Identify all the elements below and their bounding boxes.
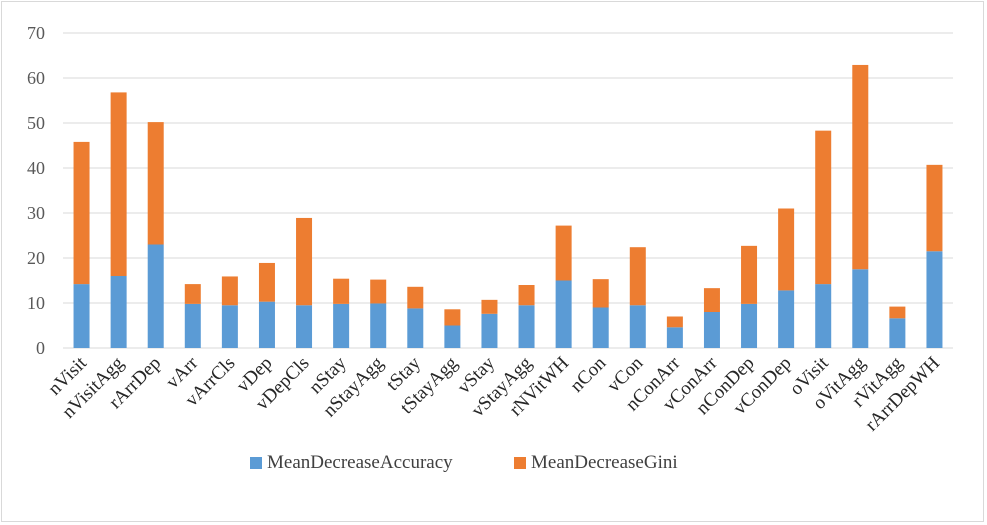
- bar-mean-decrease-accuracy: [815, 284, 832, 348]
- bar-mean-decrease-gini: [73, 141, 90, 285]
- legend-swatch-gini: [514, 457, 526, 469]
- bar-mean-decrease-gini: [481, 299, 498, 314]
- y-tick-label: 50: [27, 113, 45, 133]
- bar-mean-decrease-gini: [555, 225, 572, 281]
- bar-mean-decrease-gini: [778, 208, 795, 291]
- bar-mean-decrease-accuracy: [110, 276, 127, 348]
- bar-mean-decrease-gini: [629, 247, 646, 306]
- bar-mean-decrease-gini: [815, 130, 832, 285]
- bar-mean-decrease-accuracy: [407, 308, 424, 348]
- bar-mean-decrease-gini: [258, 262, 275, 302]
- bar-mean-decrease-accuracy: [258, 301, 275, 348]
- bar-mean-decrease-accuracy: [592, 307, 609, 348]
- bar-mean-decrease-accuracy: [147, 244, 164, 348]
- bar-mean-decrease-gini: [184, 284, 201, 304]
- bar-mean-decrease-accuracy: [444, 325, 461, 348]
- bar-mean-decrease-accuracy: [370, 303, 387, 348]
- y-tick-label: 0: [36, 338, 45, 358]
- y-tick-label: 40: [27, 158, 45, 178]
- bar-mean-decrease-accuracy: [778, 290, 795, 348]
- bar-mean-decrease-accuracy: [666, 327, 683, 348]
- bar-mean-decrease-gini: [666, 316, 683, 328]
- bar-mean-decrease-accuracy: [926, 251, 943, 348]
- bar-mean-decrease-accuracy: [518, 305, 535, 348]
- bar-mean-decrease-gini: [221, 276, 238, 306]
- bar-mean-decrease-gini: [407, 286, 424, 309]
- legend-label-accuracy: MeanDecreaseAccuracy: [267, 452, 453, 473]
- bar-mean-decrease-gini: [852, 64, 869, 270]
- y-tick-label: 30: [27, 203, 45, 223]
- bar-mean-decrease-gini: [889, 306, 906, 319]
- bar-mean-decrease-accuracy: [555, 280, 572, 348]
- bar-mean-decrease-gini: [147, 122, 164, 245]
- bar-mean-decrease-accuracy: [703, 312, 720, 348]
- bar-mean-decrease-gini: [926, 164, 943, 252]
- bar-mean-decrease-gini: [110, 92, 127, 277]
- y-tick-label: 60: [27, 68, 45, 88]
- bar-mean-decrease-accuracy: [889, 318, 906, 348]
- bar-mean-decrease-gini: [518, 285, 535, 306]
- bar-mean-decrease-gini: [333, 278, 350, 304]
- bar-mean-decrease-accuracy: [852, 269, 869, 348]
- legend-label-gini: MeanDecreaseGini: [531, 452, 678, 473]
- bar-mean-decrease-accuracy: [296, 305, 313, 348]
- bar-mean-decrease-accuracy: [741, 303, 758, 348]
- bar-mean-decrease-gini: [444, 309, 461, 326]
- bar-mean-decrease-gini: [703, 288, 720, 312]
- x-tick-label: nCon: [566, 352, 610, 396]
- legend-swatch-accuracy: [250, 457, 262, 469]
- bar-mean-decrease-accuracy: [221, 305, 238, 348]
- bar-mean-decrease-gini: [592, 279, 609, 308]
- bar-mean-decrease-accuracy: [184, 303, 201, 348]
- y-tick-label: 20: [27, 248, 45, 268]
- bar-mean-decrease-gini: [370, 279, 387, 304]
- bar-mean-decrease-accuracy: [73, 284, 90, 348]
- y-tick-label: 70: [27, 23, 45, 43]
- bar-mean-decrease-accuracy: [481, 313, 498, 348]
- bar-mean-decrease-gini: [741, 245, 758, 304]
- bar-mean-decrease-gini: [296, 217, 313, 306]
- bar-mean-decrease-accuracy: [629, 305, 646, 348]
- y-tick-label: 10: [27, 293, 45, 313]
- bar-mean-decrease-accuracy: [333, 303, 350, 348]
